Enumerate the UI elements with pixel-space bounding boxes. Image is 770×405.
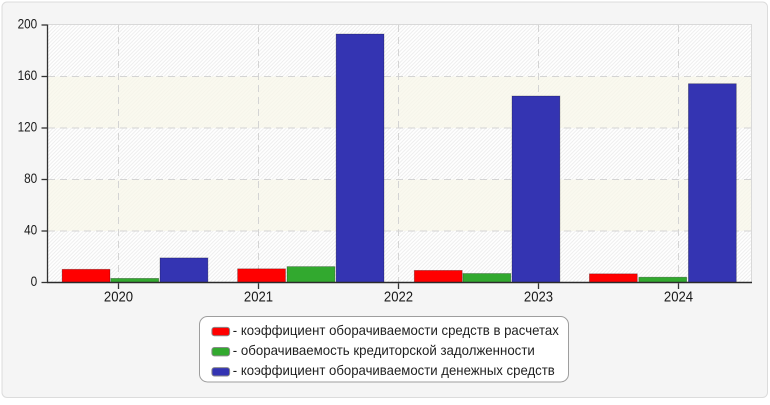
svg-text:160: 160 xyxy=(18,67,38,83)
svg-text:- оборачиваемость кредиторской: - оборачиваемость кредиторской задолженн… xyxy=(233,342,535,358)
svg-text:120: 120 xyxy=(18,119,38,135)
svg-text:200: 200 xyxy=(18,16,38,32)
svg-text:2021: 2021 xyxy=(244,289,273,305)
svg-text:40: 40 xyxy=(24,222,37,238)
svg-text:0: 0 xyxy=(31,273,38,289)
svg-text:2024: 2024 xyxy=(664,289,693,305)
svg-text:- коэффициент оборачиваемости: - коэффициент оборачиваемости денежных с… xyxy=(233,362,555,378)
svg-text:80: 80 xyxy=(24,170,37,186)
svg-text:2023: 2023 xyxy=(524,289,553,305)
svg-text:- коэффициент оборачиваемости: - коэффициент оборачиваемости средств в … xyxy=(233,322,559,338)
svg-text:2020: 2020 xyxy=(104,289,133,305)
svg-text:2022: 2022 xyxy=(384,289,413,305)
